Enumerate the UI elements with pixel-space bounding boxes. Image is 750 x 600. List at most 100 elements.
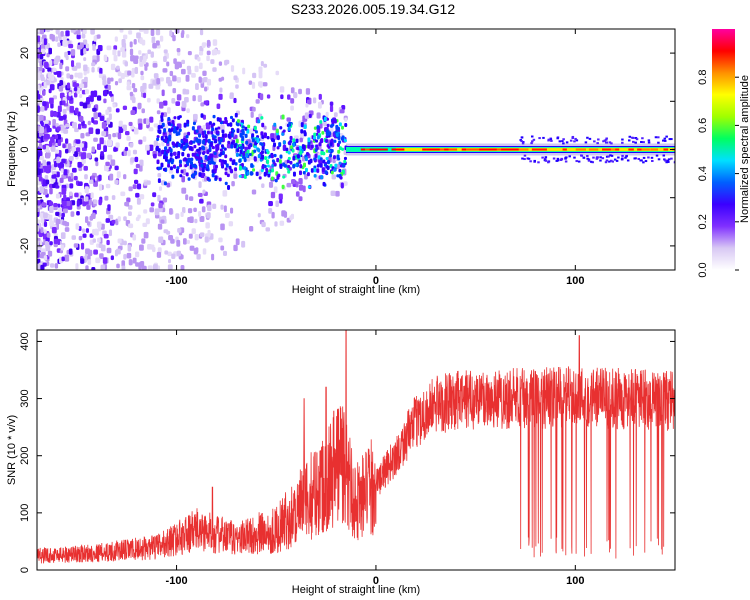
spectrogram-cell xyxy=(163,56,167,62)
spectrogram-cell xyxy=(233,97,237,104)
spectrogram-cell xyxy=(642,141,645,144)
spectrogram-cell xyxy=(211,173,215,178)
spectrogram-cell xyxy=(610,159,613,162)
spectrogram-cell xyxy=(176,166,180,170)
spectrogram-cell xyxy=(632,136,635,139)
spectrogram-cell xyxy=(162,167,166,172)
spectrogram-cell xyxy=(333,168,337,172)
spectrogram-cell xyxy=(194,233,199,241)
spectrogram-cell xyxy=(286,159,290,164)
spectrogram-cell xyxy=(59,92,65,99)
spectrogram-cell xyxy=(198,76,202,83)
spectrogram-cell xyxy=(152,63,158,68)
spectrogram-cell xyxy=(182,158,186,162)
spectrogram-cell xyxy=(70,60,75,68)
spectrogram-cell xyxy=(73,87,78,92)
spectrogram-cell xyxy=(555,159,559,162)
spectrogram-cell xyxy=(213,168,217,174)
spectrogram-cell xyxy=(107,154,113,160)
spectrogram-cell xyxy=(116,171,121,178)
spectrogram-cell xyxy=(315,144,319,148)
spectrogram-cell xyxy=(158,202,163,209)
spectrogram-cell xyxy=(127,244,132,252)
spectrogram-cell xyxy=(597,138,600,141)
spectrogram-cell xyxy=(134,67,139,74)
spectrogram-cell xyxy=(240,145,244,150)
spectrogram-cell xyxy=(62,220,67,226)
spectrogram-cell xyxy=(103,164,109,172)
spectrogram-cell xyxy=(37,225,40,232)
spectrogram-cell xyxy=(252,106,256,112)
spectrogram-cell xyxy=(114,80,119,86)
spectrogram-cell xyxy=(44,174,49,180)
spectrogram-cell xyxy=(287,170,291,174)
spectrogram-cell xyxy=(121,39,126,46)
spectrogram-cell xyxy=(172,75,177,82)
spectrogram-cell xyxy=(632,140,635,143)
carrier-peak xyxy=(580,148,586,151)
spectrogram-cell xyxy=(91,117,95,124)
spectrogram-cell xyxy=(43,221,48,228)
snr-x-label: Height of straight line (km) xyxy=(292,584,420,596)
spectrogram-cell xyxy=(624,156,627,159)
spectrogram-cell xyxy=(305,103,309,108)
spectrogram-x-label: Height of straight line (km) xyxy=(292,284,420,296)
spectrogram-cell xyxy=(160,118,164,122)
spectrogram-cell xyxy=(246,171,250,176)
spectrogram-cell xyxy=(61,187,67,195)
spectrogram-cell xyxy=(547,161,550,164)
spectrogram-cell xyxy=(300,122,304,128)
spectrogram-cell xyxy=(153,73,159,79)
spectrogram-cell xyxy=(530,135,534,138)
spectrogram-cell xyxy=(49,84,55,91)
spectrogram-cell xyxy=(222,190,228,197)
spectrogram-cell xyxy=(42,144,47,150)
spectrogram-cell xyxy=(61,256,65,262)
spectrogram-cell xyxy=(113,54,118,62)
spectrogram-cell xyxy=(220,144,224,148)
spectrogram-cell xyxy=(265,168,269,172)
spectrogram-cell xyxy=(230,133,234,138)
spectrogram-cell xyxy=(190,157,194,162)
spectrogram-cell xyxy=(274,221,278,227)
spectrogram-cell xyxy=(265,227,271,232)
spectrogram-cell xyxy=(208,121,212,125)
spectrogram-cell xyxy=(666,159,670,162)
spectrogram-cell xyxy=(139,261,143,266)
spectrogram-y-tick-label: -10 xyxy=(19,190,31,206)
spectrogram-cell xyxy=(182,137,186,142)
spectrogram-cell xyxy=(642,161,645,164)
spectrogram-cell xyxy=(186,108,190,113)
spectrogram-cell xyxy=(85,265,89,270)
spectrogram-cell xyxy=(556,137,559,140)
spectrogram-cell xyxy=(80,258,85,264)
spectrogram-cell xyxy=(206,149,210,155)
spectrogram-cell xyxy=(329,101,334,107)
spectrogram-cell xyxy=(57,42,61,47)
spectrogram-cell xyxy=(260,131,264,136)
spectrogram-cell xyxy=(57,71,62,78)
spectrogram-cell xyxy=(302,185,306,193)
spectrogram-cell xyxy=(316,125,320,130)
spectrogram-cell xyxy=(287,141,291,145)
spectrogram-cell xyxy=(258,176,262,180)
spectrogram-cell xyxy=(169,208,173,215)
spectrogram-cell xyxy=(544,157,547,160)
spectrogram-cell xyxy=(620,158,624,161)
spectrogram-cell xyxy=(75,147,81,153)
spectrogram-cell xyxy=(281,114,285,120)
spectrogram-cell xyxy=(149,116,154,123)
spectrogram-cell xyxy=(251,189,257,195)
spectrogram-cell xyxy=(268,208,273,214)
spectrogram-cell xyxy=(133,127,139,135)
spectrogram-cell xyxy=(198,181,202,189)
spectrogram-cell xyxy=(79,83,85,89)
spectrogram-cell xyxy=(529,160,532,163)
spectrogram-cell xyxy=(39,253,44,259)
spectrogram-cell xyxy=(605,155,609,158)
spectrogram-cell xyxy=(163,128,167,133)
spectrogram-cell xyxy=(177,115,181,120)
spectrogram-cell xyxy=(156,110,161,115)
spectrogram-cell xyxy=(291,148,295,153)
spectrogram-cell xyxy=(304,112,310,119)
